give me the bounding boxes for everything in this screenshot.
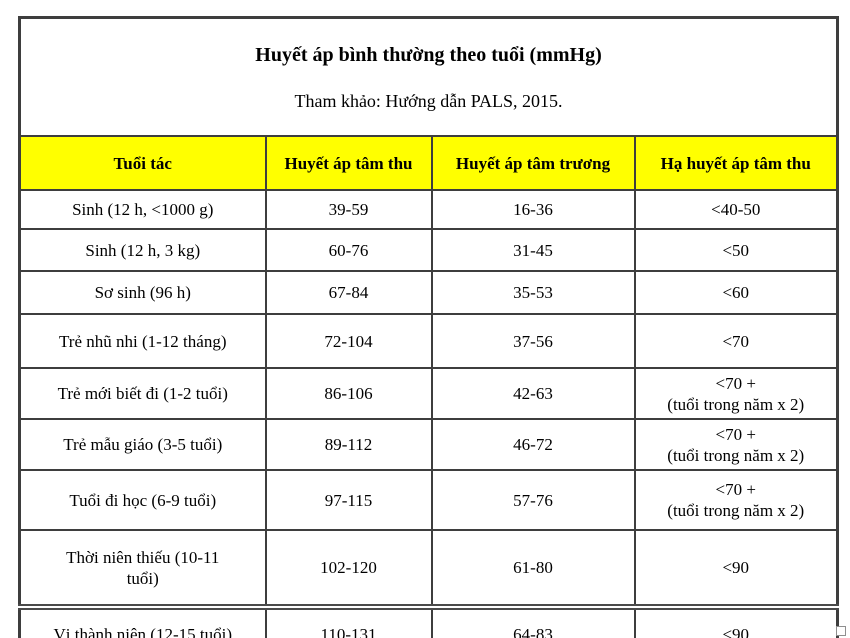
cell-age: Tuổi đi học (6-9 tuổi)	[18, 469, 267, 532]
table-row: Sơ sinh (96 h) 67-84 35-53 <60	[18, 270, 839, 316]
cell-diastolic: 16-36	[430, 189, 636, 231]
cell-hypotension: <70 + (tuổi trong năm x 2)	[633, 367, 839, 421]
column-header-age: Tuổi tác	[18, 135, 267, 192]
cell-systolic: 97-115	[264, 469, 433, 532]
table-row: Thời niên thiếu (10-11 tuổi) 102-120 61-…	[18, 529, 839, 609]
cell-hypotension: <50	[633, 228, 839, 273]
cell-diastolic: 37-56	[430, 313, 636, 370]
cell-hypotension: <70	[633, 313, 839, 370]
cell-diastolic: 57-76	[430, 469, 636, 532]
column-header-systolic-hypotension: Hạ huyết áp tâm thu	[633, 135, 839, 192]
cell-diastolic: 64-83	[430, 604, 636, 638]
cell-age: Trẻ nhũ nhi (1-12 tháng)	[18, 313, 267, 370]
cell-systolic: 102-120	[264, 529, 433, 609]
page-subtitle: Tham khảo: Hướng dẫn PALS, 2015.	[294, 90, 563, 111]
cell-systolic: 39-59	[264, 189, 433, 231]
cell-diastolic: 46-72	[430, 418, 636, 472]
cell-systolic: 72-104	[264, 313, 433, 370]
title-row: Huyết áp bình thường theo tuổi (mmHg) Th…	[18, 16, 839, 138]
cell-age: Sinh (12 h, 3 kg)	[18, 228, 267, 273]
column-header-diastolic: Huyết áp tâm trương	[430, 135, 636, 192]
cell-diastolic: 42-63	[430, 367, 636, 421]
cell-hypotension: <90	[633, 604, 839, 638]
cell-diastolic: 31-45	[430, 228, 636, 273]
cell-diastolic: 35-53	[430, 270, 636, 316]
cell-systolic: 110-131	[264, 604, 433, 638]
cell-diastolic: 61-80	[430, 529, 636, 609]
cell-hypotension: <90	[633, 529, 839, 609]
table-row: Sinh (12 h, <1000 g) 39-59 16-36 <40-50	[18, 189, 839, 231]
cell-age: Trẻ mẫu giáo (3-5 tuổi)	[18, 418, 267, 472]
table-resize-handle[interactable]	[836, 626, 846, 636]
cell-age: Trẻ mới biết đi (1-2 tuổi)	[18, 367, 267, 421]
cell-age: Sinh (12 h, <1000 g)	[18, 189, 267, 231]
table-header-row: Tuổi tác Huyết áp tâm thu Huyết áp tâm t…	[18, 135, 839, 192]
blood-pressure-table: Huyết áp bình thường theo tuổi (mmHg) Th…	[18, 16, 840, 638]
cell-age: Vị thành niên (12-15 tuổi)	[18, 604, 267, 638]
cell-systolic: 67-84	[264, 270, 433, 316]
table-row: Sinh (12 h, 3 kg) 60-76 31-45 <50	[18, 228, 839, 273]
column-header-systolic: Huyết áp tâm thu	[264, 135, 433, 192]
cell-hypotension: <70 + (tuổi trong năm x 2)	[633, 469, 839, 532]
cell-systolic: 86-106	[264, 367, 433, 421]
cell-systolic: 89-112	[264, 418, 433, 472]
cell-age: Sơ sinh (96 h)	[18, 270, 267, 316]
cell-age: Thời niên thiếu (10-11 tuổi)	[18, 529, 267, 609]
table-row: Tuổi đi học (6-9 tuổi) 97-115 57-76 <70 …	[18, 469, 839, 532]
page-title: Huyết áp bình thường theo tuổi (mmHg)	[255, 44, 602, 67]
title-cell: Huyết áp bình thường theo tuổi (mmHg) Th…	[18, 16, 839, 138]
cell-hypotension: <70 + (tuổi trong năm x 2)	[633, 418, 839, 472]
table-row: Trẻ nhũ nhi (1-12 tháng) 72-104 37-56 <7…	[18, 313, 839, 370]
table-row: Trẻ mẫu giáo (3-5 tuổi) 89-112 46-72 <70…	[18, 418, 839, 472]
table-row: Trẻ mới biết đi (1-2 tuổi) 86-106 42-63 …	[18, 367, 839, 421]
cell-hypotension: <60	[633, 270, 839, 316]
cell-hypotension: <40-50	[633, 189, 839, 231]
cell-systolic: 60-76	[264, 228, 433, 273]
table-row: Vị thành niên (12-15 tuổi) 110-131 64-83…	[18, 604, 839, 638]
